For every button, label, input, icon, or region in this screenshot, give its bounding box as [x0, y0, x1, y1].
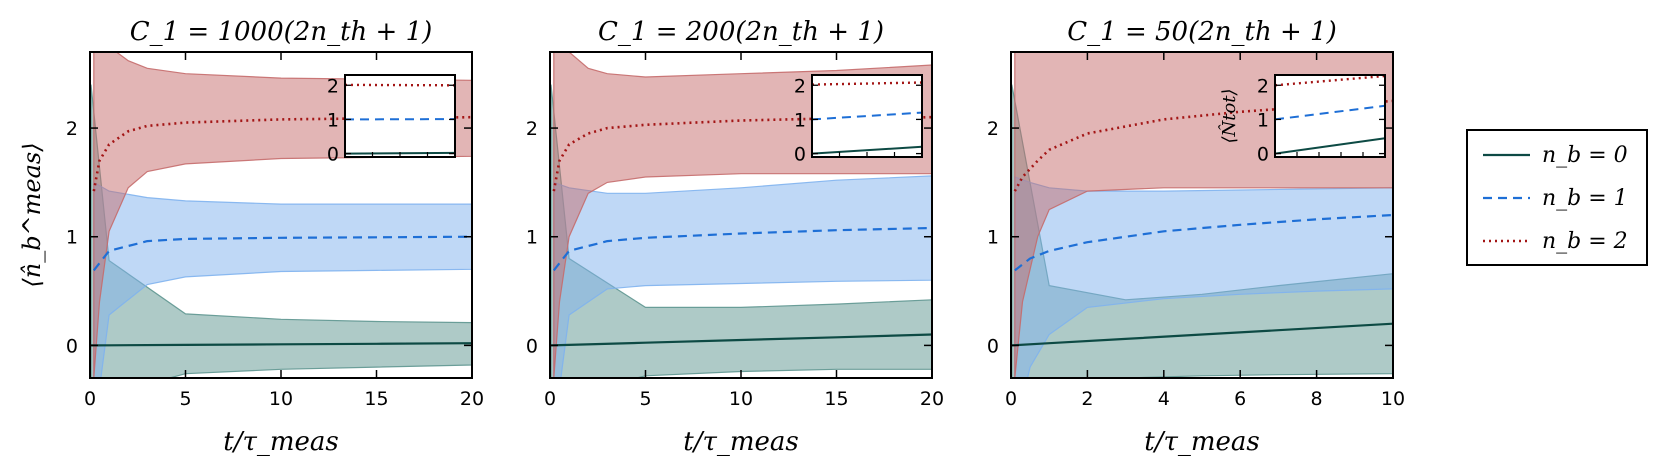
inset-y-tick-label: 0 [794, 144, 806, 166]
inset-y-tick-label: 2 [327, 75, 339, 97]
y-tick-label: 1 [987, 227, 999, 249]
x-tick-label: 6 [1234, 388, 1246, 410]
inset-y-tick-label: 0 [327, 144, 339, 166]
legend-label-nb0: n_b = 0 [1542, 143, 1628, 168]
series-line-nb2-panel-1 [92, 115, 472, 192]
y-tick-label: 2 [526, 118, 538, 140]
panel-title-3: C_1 = 50(2n_th + 1) [1067, 17, 1336, 47]
y-tick-label: 0 [66, 335, 78, 357]
series-line-nb2-panel-2 [552, 115, 932, 192]
y-tick-label: 2 [66, 118, 78, 140]
inset-1: 0 1 2 [327, 74, 456, 166]
panel-title-2: C_1 = 200(2n_th + 1) [598, 17, 884, 47]
inset-y-tick-label: 0 [1257, 144, 1269, 166]
inset-series-line-nb1 [1274, 104, 1386, 121]
series-line-nb1-panel-1 [92, 235, 472, 272]
panel-title-1: C_1 = 1000(2n_th + 1) [130, 17, 433, 47]
inset-background [1275, 75, 1385, 157]
series-line-nb0-panel-1 [90, 342, 472, 347]
x-tick-label: 20 [920, 388, 944, 410]
axes-frame-3 [1010, 51, 1394, 379]
inset-y-tick-label: 1 [327, 109, 339, 131]
series-line-nb0-panel-2 [550, 333, 932, 347]
x-tick-label: 15 [824, 388, 848, 410]
inset-y-tick-label: 1 [794, 109, 806, 131]
x-tick-label: 4 [1158, 388, 1170, 410]
legend-frame [1466, 129, 1648, 266]
legend-label-nb2: n_b = 2 [1542, 229, 1628, 254]
series-line-nb0-panel-3 [1011, 322, 1393, 347]
legend-label-nb1: n_b = 1 [1542, 186, 1628, 211]
y-tick-label: 1 [66, 227, 78, 249]
x-tick-label: 15 [364, 388, 388, 410]
inset-y-tick-label: 2 [1257, 75, 1269, 97]
x-axis-label-1: t/τ_meas [223, 427, 338, 457]
plot-area-3 [1011, 52, 1393, 378]
y-tick-label: 0 [526, 335, 538, 357]
y-axis-label: ⟨n̂_b^meas⟩ [18, 142, 46, 287]
x-tick-label: 10 [269, 388, 293, 410]
x-tick-label: 8 [1311, 388, 1323, 410]
y-tick-label: 0 [987, 335, 999, 357]
inset-y-tick-label: 1 [1257, 109, 1269, 131]
inset-background [345, 75, 455, 157]
inset-series-line-nb2 [1274, 74, 1386, 87]
confidence-band-nb1-panel-1 [93, 181, 472, 378]
inset-y-tick-label: 2 [794, 75, 806, 97]
x-tick-label: 0 [544, 388, 556, 410]
x-tick-label: 10 [729, 388, 753, 410]
inset-series-line-nb2 [811, 81, 923, 86]
x-tick-label: 20 [460, 388, 484, 410]
inset-3: 0 1 2 ⟨N̂tot⟩ [1218, 74, 1386, 166]
x-tick-label: 5 [179, 388, 191, 410]
x-axis-label-3: t/τ_meas [1144, 427, 1259, 457]
y-tick-label: 1 [526, 227, 538, 249]
x-tick-label: 0 [84, 388, 96, 410]
legend: n_b = 0 n_b = 1 n_b = 2 [1466, 129, 1648, 266]
inset-series-line-nb0 [1274, 137, 1386, 155]
inset-2: 0 1 2 [794, 74, 923, 166]
confidence-band-nb0-panel-1 [90, 84, 472, 378]
inset-series-line-nb1 [811, 111, 923, 121]
x-tick-label: 2 [1081, 388, 1093, 410]
x-tick-label: 0 [1005, 388, 1017, 410]
series-line-nb1-panel-3 [1014, 213, 1393, 272]
x-tick-label: 10 [1381, 388, 1405, 410]
confidence-band-nb1-panel-2 [553, 175, 932, 378]
inset-y-axis-label: ⟨N̂tot⟩ [1218, 88, 1240, 143]
inset-series-line-nb0 [811, 145, 923, 155]
confidence-band-nb0-panel-2 [550, 84, 932, 378]
x-tick-label: 5 [639, 388, 651, 410]
series-line-nb1-panel-2 [552, 226, 932, 272]
x-axis-label-2: t/τ_meas [683, 427, 798, 457]
y-tick-label: 2 [987, 118, 999, 140]
inset-background [812, 75, 922, 157]
inset-frame [1274, 74, 1386, 158]
